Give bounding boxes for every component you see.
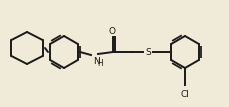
Text: Cl: Cl bbox=[180, 90, 189, 99]
Text: S: S bbox=[144, 48, 150, 56]
Text: H: H bbox=[97, 59, 103, 68]
Text: N: N bbox=[93, 57, 99, 66]
Text: O: O bbox=[108, 27, 115, 36]
